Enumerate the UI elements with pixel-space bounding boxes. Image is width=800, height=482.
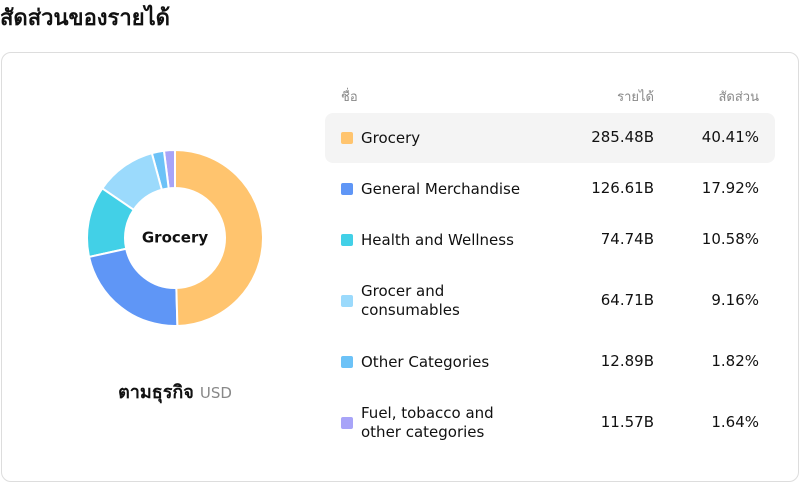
caption: ตามธุรกิจ USD xyxy=(0,377,350,406)
donut-slice xyxy=(174,148,264,327)
table-row: Grocery 285.48B 40.41% xyxy=(325,113,775,163)
row-name: General Merchandise xyxy=(361,179,521,198)
table-row: Other Categories 12.89B 1.82% xyxy=(325,337,775,387)
caption-text: ตามธุรกิจ xyxy=(118,382,194,403)
row-revenue: 12.89B xyxy=(600,352,654,370)
title: สัดส่วนของรายได้ xyxy=(0,6,170,31)
table-row: Fuel, tobacco and other categories 11.57B… xyxy=(325,387,775,459)
row-revenue: 74.74B xyxy=(600,230,654,248)
donut-slice xyxy=(87,247,179,327)
row-share: 10.58% xyxy=(701,230,759,248)
center-label: Grocery xyxy=(142,229,208,247)
row-share: 40.41% xyxy=(701,128,759,146)
legend-swatch xyxy=(341,183,353,195)
donut-slice xyxy=(86,187,136,259)
donut-slice xyxy=(100,151,164,212)
row-name: Grocery xyxy=(361,128,421,147)
table-row: Health and Wellness 74.74B 10.58% xyxy=(325,215,775,265)
table-row: General Merchandise 126.61B 17.92% xyxy=(325,164,775,214)
table-row: Grocer and consumables 64.71B 9.16% xyxy=(325,265,775,337)
row-share: 1.64% xyxy=(711,413,759,431)
legend-swatch xyxy=(341,356,353,368)
row-revenue: 64.71B xyxy=(600,291,654,309)
row-name: Fuel, tobacco and other categories xyxy=(361,404,494,441)
row-share: 9.16% xyxy=(711,291,759,309)
row-name: Health and Wellness xyxy=(361,230,514,249)
row-revenue: 126.61B xyxy=(591,179,654,197)
column-header: รายได้ xyxy=(617,90,654,105)
column-header: สัดส่วน xyxy=(718,90,760,105)
legend-swatch xyxy=(341,295,353,307)
legend-swatch xyxy=(341,417,353,429)
legend-swatch xyxy=(341,234,353,246)
row-share: 17.92% xyxy=(701,179,759,197)
column-header: ชื่อ xyxy=(341,90,358,105)
row-name: Grocer and consumables xyxy=(361,282,460,319)
row-share: 1.82% xyxy=(711,352,759,370)
row-revenue: 11.57B xyxy=(600,413,654,431)
row-name: Other Categories xyxy=(361,352,490,371)
legend-swatch xyxy=(341,132,353,144)
row-revenue: 285.48B xyxy=(591,128,654,146)
unit: USD xyxy=(199,384,232,402)
